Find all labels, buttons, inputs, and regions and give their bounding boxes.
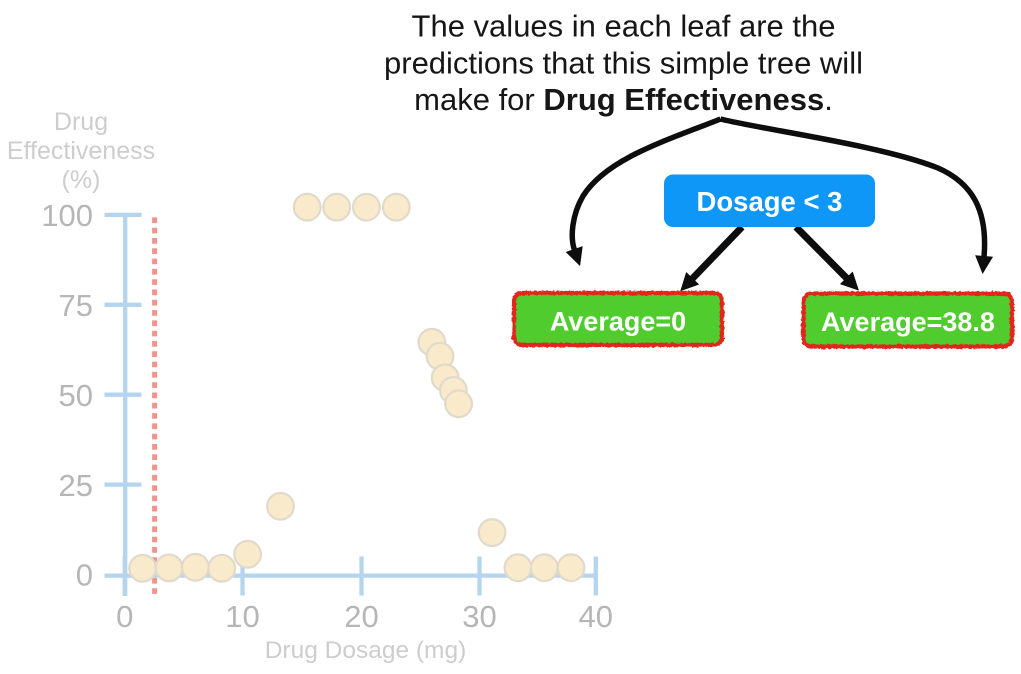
svg-text:make for Drug Effectiveness.: make for Drug Effectiveness. xyxy=(414,82,833,117)
svg-text:50: 50 xyxy=(59,378,93,413)
svg-text:Drug: Drug xyxy=(54,108,108,136)
svg-text:0: 0 xyxy=(76,558,93,593)
svg-text:The values in each leaf are th: The values in each leaf are the xyxy=(412,9,836,44)
svg-text:10: 10 xyxy=(225,599,259,634)
svg-text:25: 25 xyxy=(59,468,93,503)
svg-text:Average=38.8: Average=38.8 xyxy=(821,307,995,337)
svg-text:Effectiveness: Effectiveness xyxy=(7,137,155,165)
svg-text:100: 100 xyxy=(41,198,93,233)
svg-text:Drug Dosage (mg): Drug Dosage (mg) xyxy=(265,637,467,664)
svg-text:Average=0: Average=0 xyxy=(550,307,686,337)
svg-text:30: 30 xyxy=(462,599,496,634)
svg-text:20: 20 xyxy=(344,599,378,634)
svg-text:0: 0 xyxy=(116,599,133,634)
svg-text:75: 75 xyxy=(59,288,93,323)
svg-text:(%): (%) xyxy=(62,166,101,194)
svg-text:predictions that this simple t: predictions that this simple tree will xyxy=(384,46,863,81)
svg-text:Dosage < 3: Dosage < 3 xyxy=(697,186,843,217)
svg-text:40: 40 xyxy=(579,599,613,634)
